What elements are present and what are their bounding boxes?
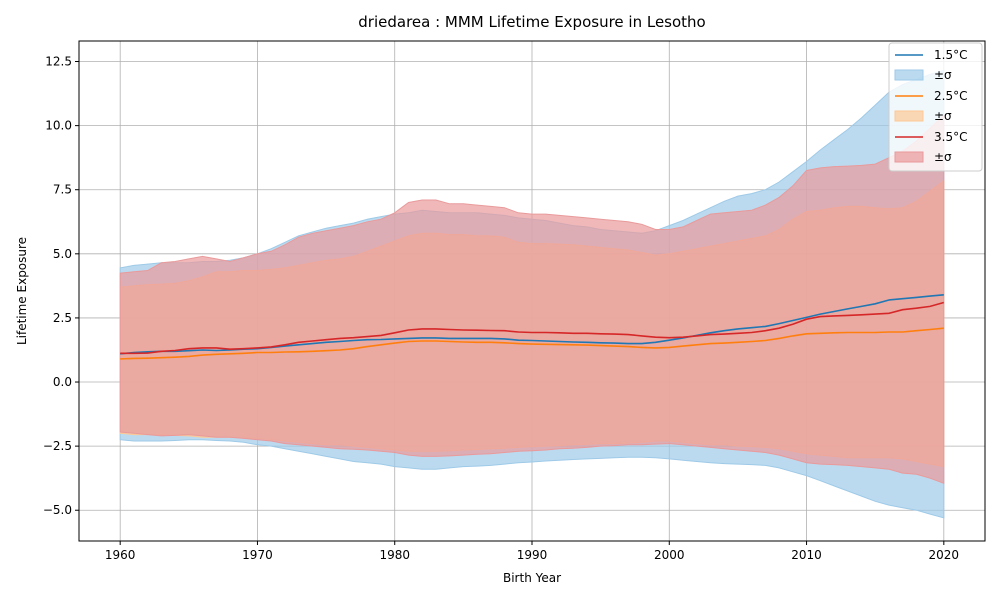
legend-band-swatch [894, 110, 924, 122]
y-tick-label: 10.0 [45, 119, 72, 133]
x-axis-label: Birth Year [503, 571, 561, 585]
legend-band-label: ±σ [934, 68, 952, 82]
y-tick-label: 5.0 [53, 247, 72, 261]
uncertainty-bands [119, 69, 945, 519]
legend-label: 1.5°C [934, 48, 967, 62]
line-series-2 [120, 327, 944, 360]
legend-label: 3.5°C [934, 130, 967, 144]
x-tick-label: 2020 [929, 548, 960, 562]
series-lines [120, 294, 945, 360]
x-tick-label: 1990 [517, 548, 548, 562]
y-tick-label: 2.5 [53, 311, 72, 325]
legend-band-swatch [894, 151, 924, 163]
y-tick-label: 7.5 [53, 183, 72, 197]
line-series-3 [120, 301, 945, 355]
legend-band-label: ±σ [934, 150, 952, 164]
legend-band-label: ±σ [934, 109, 952, 123]
x-tick-label: 2010 [791, 548, 822, 562]
y-tick-label: −5.0 [43, 503, 72, 517]
band-series-3 [119, 114, 945, 485]
chart-title: driedarea : MMM Lifetime Exposure in Les… [358, 13, 705, 31]
axis-ticks: 1960 1970 1980 1990 2000 2010 2020 −5.0 −2.5 0.0 2… [43, 55, 959, 562]
y-axis-label: Lifetime Exposure [15, 237, 29, 345]
y-tick-label: 12.5 [45, 55, 72, 69]
y-tick-label: −2.5 [43, 439, 72, 453]
y-tick-label: 0.0 [53, 375, 72, 389]
x-tick-label: 2000 [654, 548, 685, 562]
x-tick-label: 1970 [242, 548, 273, 562]
x-tick-label: 1960 [105, 548, 136, 562]
x-tick-label: 1980 [379, 548, 410, 562]
legend: 1.5°C ±σ 2.5°C ±σ 3.5°C ±σ [888, 42, 983, 172]
legend-label: 2.5°C [934, 89, 967, 103]
legend-band-swatch [894, 69, 924, 81]
